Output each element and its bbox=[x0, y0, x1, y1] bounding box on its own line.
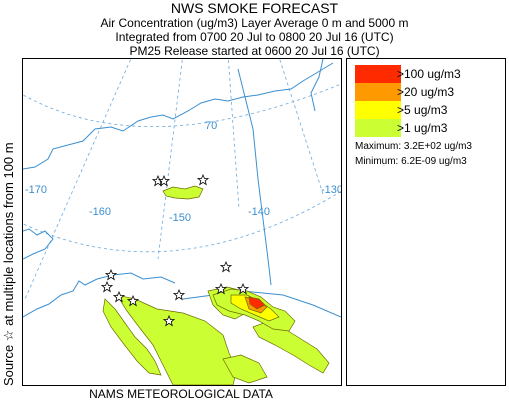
longitude-label: -150 bbox=[169, 212, 191, 224]
source-star-icon bbox=[112, 290, 126, 303]
river bbox=[310, 59, 324, 112]
smoke-plume-island bbox=[162, 185, 204, 200]
legend-swatch bbox=[355, 101, 401, 119]
legend: >100 ug/m3 >20 ug/m3 >5 ug/m3 >1 ug/m3 M… bbox=[346, 58, 506, 386]
legend-swatch bbox=[355, 83, 401, 101]
smoke-plume bbox=[222, 354, 268, 384]
legend-label: >20 ug/m3 bbox=[397, 85, 455, 99]
smoke-plume bbox=[252, 320, 330, 374]
legend-label: >1 ug/m3 bbox=[397, 121, 448, 135]
smoke-plume-east-100 bbox=[248, 296, 266, 310]
source-star-icon bbox=[100, 280, 114, 293]
river bbox=[182, 290, 341, 318]
source-star-icon bbox=[126, 294, 140, 307]
maximum-value: Maximum: 3.2E+02 ug/m3 bbox=[355, 141, 472, 152]
release-start: PM25 Release started at 0600 20 Jul 16 (… bbox=[129, 44, 380, 58]
latitude-label: 70 bbox=[205, 120, 217, 132]
longitude-label: -140 bbox=[248, 206, 270, 218]
legend-label: >5 ug/m3 bbox=[397, 103, 448, 117]
source-location-label: Source ☆ at multiple locations from 100 … bbox=[1, 142, 16, 386]
meridian-line bbox=[24, 59, 132, 300]
map-title: NWS SMOKE FORECAST bbox=[170, 0, 339, 16]
legend-swatch bbox=[355, 65, 401, 83]
legend-item: >20 ug/m3 bbox=[355, 83, 499, 101]
concentration-subtitle: Air Concentration (ug/m3) Layer Average … bbox=[100, 16, 409, 30]
map-canvas: -170 -160 -150 -140 -130 70 bbox=[23, 59, 341, 385]
source-star-icon bbox=[172, 288, 186, 301]
parallel-line bbox=[23, 83, 341, 127]
legend-item: >1 ug/m3 bbox=[355, 119, 499, 137]
minimum-value: Minimum: 6.2E-09 ug/m3 bbox=[355, 156, 467, 167]
meridian-line bbox=[227, 59, 240, 210]
source-star-icon bbox=[236, 282, 250, 295]
source-star-icon bbox=[214, 282, 228, 295]
legend-item: >5 ug/m3 bbox=[355, 101, 499, 119]
source-star-icon bbox=[162, 314, 176, 327]
meridian-line bbox=[157, 59, 183, 260]
longitude-label: -170 bbox=[25, 184, 47, 196]
longitude-label: -130 bbox=[321, 184, 341, 196]
smoke-plume bbox=[102, 298, 162, 376]
legend-label: >100 ug/m3 bbox=[397, 67, 461, 81]
data-source-footer: NAMS METEOROLOGICAL DATA bbox=[89, 387, 273, 401]
parallel-line bbox=[23, 190, 341, 253]
meridian-line bbox=[279, 59, 324, 195]
longitude-label: -160 bbox=[89, 206, 111, 218]
source-star-icon bbox=[104, 268, 118, 281]
legend-item: >100 ug/m3 bbox=[355, 65, 499, 83]
coastline bbox=[23, 272, 176, 318]
source-star-icon bbox=[196, 173, 210, 186]
coastline bbox=[23, 62, 334, 170]
river bbox=[237, 68, 272, 286]
source-star-icon bbox=[157, 174, 171, 187]
legend-swatch bbox=[355, 119, 401, 137]
source-star-icon bbox=[219, 260, 233, 273]
coastline bbox=[23, 228, 54, 260]
integration-period: Integrated from 0700 20 Jul to 0800 20 J… bbox=[115, 30, 394, 44]
smoke-map: -170 -160 -150 -140 -130 70 bbox=[22, 58, 342, 386]
